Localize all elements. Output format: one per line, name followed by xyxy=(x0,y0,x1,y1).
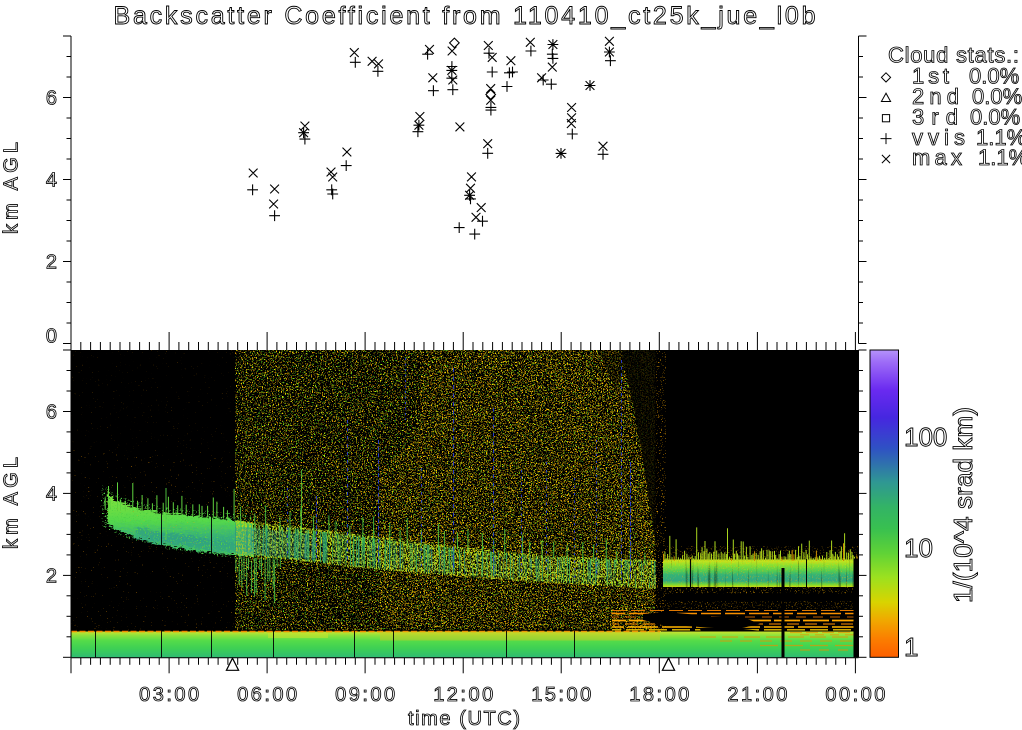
svg-text:15:00: 15:00 xyxy=(531,684,591,706)
svg-text:4: 4 xyxy=(46,483,57,505)
svg-text:2: 2 xyxy=(46,252,57,274)
svg-text:4: 4 xyxy=(46,170,57,192)
svg-text:max: max xyxy=(912,145,962,170)
svg-text:2: 2 xyxy=(46,565,57,587)
svg-text:vvis: vvis xyxy=(912,125,965,150)
svg-text:0.0%: 0.0% xyxy=(972,84,1022,109)
svg-text:1.1%: 1.1% xyxy=(978,145,1022,170)
svg-text:21:00: 21:00 xyxy=(727,684,787,706)
svg-text:00:00: 00:00 xyxy=(825,684,885,706)
svg-text:6: 6 xyxy=(46,88,57,110)
svg-text:0: 0 xyxy=(46,326,57,348)
svg-text:100: 100 xyxy=(904,422,947,452)
svg-text:Backscatter Coefficient from 1: Backscatter Coefficient from 110410_ct25… xyxy=(114,2,816,30)
svg-text:km AGL: km AGL xyxy=(1,457,23,549)
svg-text:09:00: 09:00 xyxy=(335,684,395,706)
svg-text:time (UTC): time (UTC) xyxy=(408,708,520,730)
svg-text:10: 10 xyxy=(904,533,933,563)
svg-text:3rd: 3rd xyxy=(912,104,958,129)
svg-text:2nd: 2nd xyxy=(912,84,959,109)
svg-text:1st: 1st xyxy=(912,64,949,89)
svg-text:1: 1 xyxy=(904,632,918,662)
svg-text:18:00: 18:00 xyxy=(629,684,689,706)
svg-text:1/(10^4 srad km): 1/(10^4 srad km) xyxy=(948,407,978,603)
svg-text:03:00: 03:00 xyxy=(139,684,199,706)
svg-text:Cloud stats.:: Cloud stats.: xyxy=(888,42,1019,67)
svg-text:0.0%: 0.0% xyxy=(969,64,1019,89)
svg-text:06:00: 06:00 xyxy=(237,684,297,706)
svg-text:1.1%: 1.1% xyxy=(976,125,1022,150)
svg-text:km AGL: km AGL xyxy=(1,142,23,234)
svg-text:12:00: 12:00 xyxy=(433,684,493,706)
svg-text:6: 6 xyxy=(46,402,57,424)
svg-text:0.0%: 0.0% xyxy=(970,104,1020,129)
